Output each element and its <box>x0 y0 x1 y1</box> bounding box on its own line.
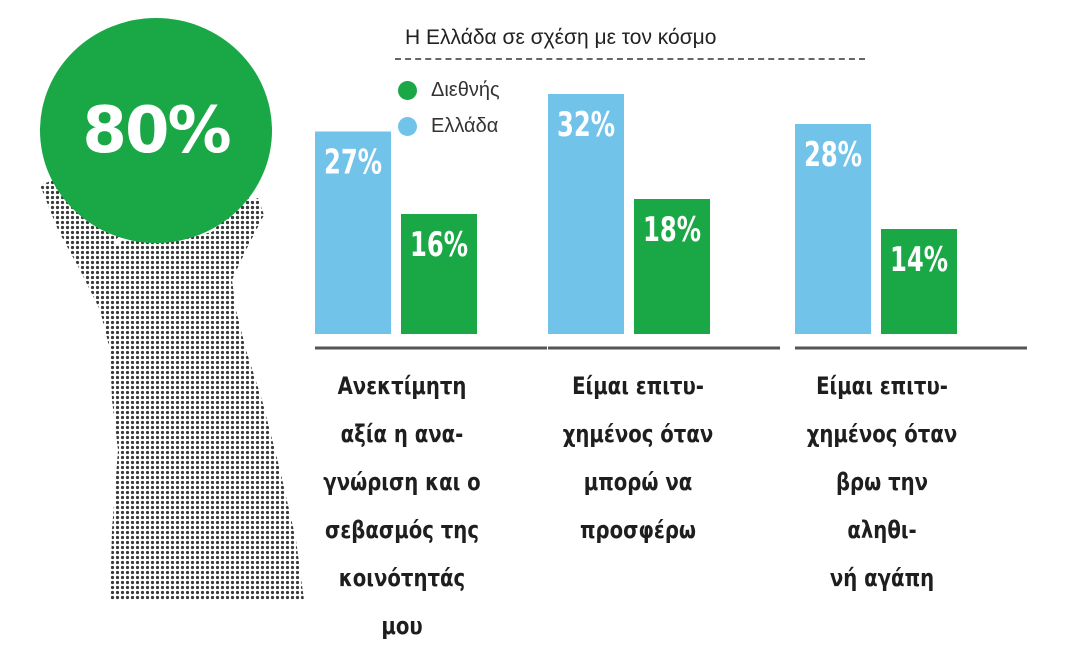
data-label-greece-2: 32% <box>557 105 615 145</box>
data-label-greece-1: 27% <box>324 143 382 183</box>
data-label-greece-3: 28% <box>804 135 862 175</box>
bar-international-1 <box>401 214 477 334</box>
data-label-international-2: 18% <box>643 210 701 250</box>
bar-greece-1 <box>315 131 391 334</box>
bar-international-3 <box>881 229 957 334</box>
category-label-line: γνώριση και ο <box>323 468 481 496</box>
category-label-line: Είμαι επιτυ- <box>816 372 948 400</box>
badge-value: 80% <box>82 93 231 168</box>
bar-greece-2 <box>548 94 624 334</box>
category-label-3: Είμαι επιτυ-χημένος όταν βρω την αληθι-νή… <box>800 362 964 602</box>
category-label-line: προσφέρω <box>579 516 697 544</box>
category-label-2: Είμαι επιτυ-χημένος όταν μπορώ να προσφέρω <box>556 362 720 554</box>
legend: Διεθνής Ελλάδα <box>398 72 500 144</box>
legend-item-greece: Ελλάδα <box>398 108 500 144</box>
category-label-line: αξία η ανα- <box>340 420 464 448</box>
category-label-line: κοινότητάς μου <box>338 564 466 640</box>
chart-title: Η Ελλάδα σε σχέση με τον κόσμο <box>405 26 717 49</box>
percentage-badge: 80% <box>40 18 272 243</box>
data-label-international-1: 16% <box>410 225 468 265</box>
bar-group-1: 27% 16% <box>315 131 477 334</box>
category-label-line: Ανεκτίμητη <box>337 372 467 400</box>
title-divider <box>395 58 865 60</box>
category-label-line: Είμαι επιτυ- <box>572 372 704 400</box>
bar-international-2 <box>634 199 710 334</box>
category-label-line: σεβασμός της <box>325 516 479 544</box>
legend-item-international: Διεθνής <box>398 72 500 108</box>
data-label-international-3: 14% <box>890 240 948 280</box>
bar-chart: 27% 16% 32% 18% 28% 14% <box>315 94 1027 350</box>
category-label-line: νή αγάπη <box>829 564 935 592</box>
legend-label-greece: Ελλάδα <box>431 114 499 137</box>
bar-greece-3 <box>795 124 871 334</box>
category-label-line: βρω την αληθι- <box>835 468 929 544</box>
bar-group-3: 28% 14% <box>795 124 957 334</box>
legend-swatch-international <box>398 80 417 100</box>
category-label-line: χημένος όταν <box>806 420 958 448</box>
category-label-1: Ανεκτίμητη αξία η ανα-γνώριση και ο σεβασμ… <box>320 362 484 650</box>
legend-label-international: Διεθνής <box>431 78 500 101</box>
infographic: 80% Η Ελλάδα σε σχέση με τον κόσμο Διεθν… <box>40 18 1027 640</box>
category-label-line: χημένος όταν <box>562 420 714 448</box>
bar-group-2: 32% 18% <box>548 94 710 334</box>
category-label-line: μπορώ να <box>583 468 693 496</box>
legend-swatch-greece <box>398 116 417 136</box>
